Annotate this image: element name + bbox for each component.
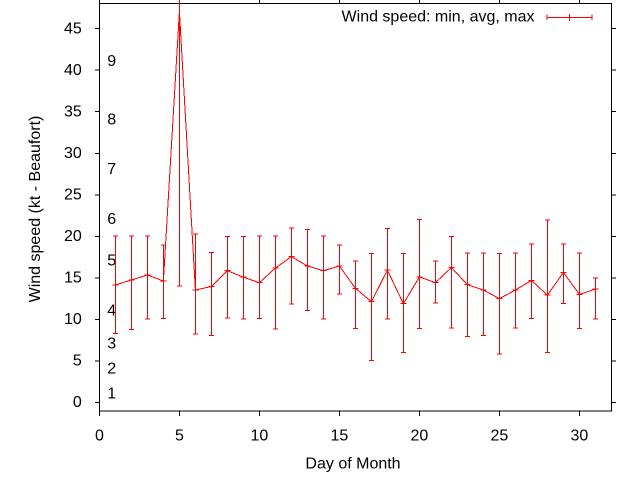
svg-text:35: 35 [64, 103, 82, 120]
svg-text:0: 0 [95, 428, 104, 445]
svg-text:15: 15 [64, 270, 82, 287]
svg-text:Day of Month: Day of Month [305, 456, 400, 473]
svg-text:4: 4 [107, 303, 116, 320]
svg-text:1: 1 [107, 386, 116, 403]
svg-text:30: 30 [64, 145, 82, 162]
svg-text:2: 2 [107, 361, 116, 378]
svg-text:40: 40 [64, 62, 82, 79]
svg-text:25: 25 [64, 186, 82, 203]
svg-text:10: 10 [251, 428, 269, 445]
svg-text:6: 6 [107, 211, 116, 228]
svg-text:30: 30 [571, 428, 589, 445]
svg-text:Wind speed (kt - Beaufort): Wind speed (kt - Beaufort) [27, 116, 44, 303]
svg-text:25: 25 [491, 428, 509, 445]
svg-text:3: 3 [107, 336, 116, 353]
svg-text:20: 20 [411, 428, 429, 445]
svg-text:20: 20 [64, 228, 82, 245]
svg-text:5: 5 [73, 353, 82, 370]
svg-text:5: 5 [107, 253, 116, 270]
svg-text:9: 9 [107, 53, 116, 70]
svg-text:10: 10 [64, 311, 82, 328]
svg-text:8: 8 [107, 111, 116, 128]
svg-text:7: 7 [107, 161, 116, 178]
svg-text:0: 0 [73, 394, 82, 411]
svg-text:5: 5 [175, 428, 184, 445]
svg-text:Wind speed: min, avg, max: Wind speed: min, avg, max [342, 9, 535, 26]
svg-text:15: 15 [331, 428, 349, 445]
svg-text:45: 45 [64, 20, 82, 37]
